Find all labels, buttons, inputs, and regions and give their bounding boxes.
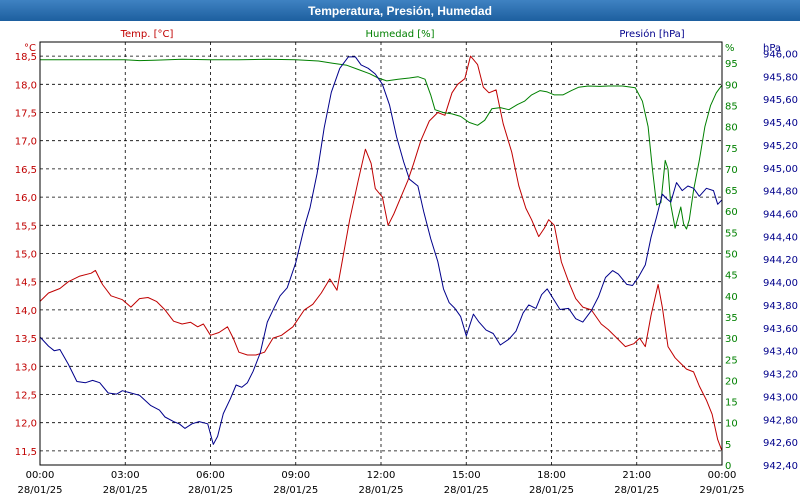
pressure-tick-label: 943,40 bbox=[763, 347, 798, 358]
series-lines bbox=[39, 55, 723, 452]
x-tick-label-time: 03:00 bbox=[111, 470, 140, 481]
humidity-tick-label: 95 bbox=[725, 59, 738, 70]
x-tick-label-date: 28/01/25 bbox=[359, 485, 404, 496]
x-tick-label-time: 09:00 bbox=[281, 470, 310, 481]
humidity-tick-label: 10 bbox=[725, 419, 738, 430]
humidity-tick-label: 75 bbox=[725, 144, 738, 155]
x-tick-label-date: 28/01/25 bbox=[444, 485, 489, 496]
pressure-tick-label: 942,40 bbox=[763, 461, 798, 472]
temperature-tick-label: 12,0 bbox=[15, 419, 37, 430]
humidity-tick-label: 50 bbox=[725, 250, 738, 261]
temperature-tick-label: 13,5 bbox=[15, 334, 37, 345]
pressure-tick-label: 945,00 bbox=[763, 164, 798, 175]
temperature-axis-title: Temp. [°C] bbox=[120, 29, 174, 40]
temperature-tick-label: 15,0 bbox=[15, 250, 37, 261]
x-tick-label-date: 29/01/25 bbox=[700, 485, 745, 496]
chart-title: Temperatura, Presión, Humedad bbox=[0, 0, 800, 21]
pressure-tick-label: 946,00 bbox=[763, 49, 798, 60]
pressure-tick-label: 942,80 bbox=[763, 415, 798, 426]
humidity-tick-label: 30 bbox=[725, 334, 738, 345]
temperature-line bbox=[39, 55, 723, 452]
pressure-tick-label: 944,40 bbox=[763, 232, 798, 243]
temperature-tick-label: 14,0 bbox=[15, 306, 37, 317]
humidity-tick-label: 35 bbox=[725, 313, 738, 324]
pressure-axis-title: Presión [hPa] bbox=[619, 28, 684, 40]
pressure-tick-label: 943,60 bbox=[763, 324, 798, 335]
axis-labels: 00:00 28/01/25 03:00 28/01/25 06:00 28/01/25 0… bbox=[15, 49, 798, 496]
humidity-tick-label: 15 bbox=[725, 398, 738, 409]
x-tick-label-time: 12:00 bbox=[367, 470, 396, 481]
humidity-tick-label: 65 bbox=[725, 186, 738, 197]
humidity-tick-label: 20 bbox=[725, 376, 738, 387]
plot-area-border bbox=[39, 41, 723, 466]
x-tick-label-time: 21:00 bbox=[622, 470, 651, 481]
pressure-tick-label: 945,20 bbox=[763, 141, 798, 152]
x-tick-label-date: 28/01/25 bbox=[18, 485, 63, 496]
pressure-tick-label: 945,80 bbox=[763, 72, 798, 83]
humidity-tick-label: 40 bbox=[725, 292, 738, 303]
pressure-tick-label: 943,20 bbox=[763, 370, 798, 381]
humidity-tick-label: 80 bbox=[725, 123, 738, 134]
temperature-tick-label: 16,0 bbox=[15, 193, 37, 204]
pressure-tick-label: 944,00 bbox=[763, 278, 798, 289]
pressure-tick-label: 945,60 bbox=[763, 95, 798, 106]
pressure-tick-label: 943,80 bbox=[763, 301, 798, 312]
pressure-tick-label: 942,60 bbox=[763, 438, 798, 449]
temperature-axis-unit: °C bbox=[24, 43, 36, 54]
temperature-tick-label: 18,5 bbox=[15, 52, 37, 63]
humidity-tick-label: 0 bbox=[725, 461, 731, 472]
temperature-tick-label: 13,0 bbox=[15, 362, 37, 373]
pressure-tick-label: 944,80 bbox=[763, 187, 798, 198]
temperature-tick-label: 17,0 bbox=[15, 137, 37, 148]
x-tick-label-date: 28/01/25 bbox=[103, 485, 148, 496]
x-tick-label-time: 15:00 bbox=[452, 470, 481, 481]
pressure-line bbox=[39, 56, 723, 445]
humidity-tick-label: 25 bbox=[725, 355, 738, 366]
temperature-tick-label: 16,5 bbox=[15, 165, 37, 176]
x-tick-label-time: 00:00 bbox=[26, 470, 55, 481]
x-tick-label-time: 00:00 bbox=[708, 470, 737, 481]
humidity-tick-label: 85 bbox=[725, 101, 738, 112]
humidity-tick-label: 45 bbox=[725, 271, 738, 282]
temperature-tick-label: 17,5 bbox=[15, 109, 37, 120]
humidity-tick-label: 5 bbox=[725, 440, 731, 451]
pressure-axis-unit: hPa bbox=[763, 43, 781, 54]
humidity-tick-label: 60 bbox=[725, 207, 738, 218]
temperature-tick-label: 11,5 bbox=[15, 447, 37, 458]
humidity-tick-label: 90 bbox=[725, 80, 738, 91]
humidity-tick-label: 70 bbox=[725, 165, 738, 176]
pressure-tick-label: 945,40 bbox=[763, 118, 798, 129]
temperature-tick-label: 14,5 bbox=[15, 278, 37, 289]
temperature-tick-label: 15,5 bbox=[15, 221, 37, 232]
humidity-axis-unit: % bbox=[725, 43, 735, 54]
x-tick-label-time: 18:00 bbox=[537, 470, 566, 481]
grid-lines bbox=[40, 42, 722, 465]
x-tick-label-date: 28/01/25 bbox=[614, 485, 659, 496]
x-tick-label-date: 28/01/25 bbox=[529, 485, 574, 496]
x-tick-label-date: 28/01/25 bbox=[188, 485, 233, 496]
temperature-tick-label: 18,0 bbox=[15, 80, 37, 91]
x-tick-label-time: 06:00 bbox=[196, 470, 225, 481]
humidity-tick-label: 55 bbox=[725, 228, 738, 239]
x-tick-label-date: 28/01/25 bbox=[273, 485, 318, 496]
temperature-tick-label: 12,5 bbox=[15, 391, 37, 402]
pressure-tick-label: 944,20 bbox=[763, 255, 798, 266]
weather-chart: 00:00 28/01/25 03:00 28/01/25 06:00 28/01/25 0… bbox=[15, 28, 798, 496]
pressure-tick-label: 944,60 bbox=[763, 209, 798, 220]
humidity-axis-title: Humedad [%] bbox=[365, 29, 434, 40]
pressure-tick-label: 943,00 bbox=[763, 392, 798, 403]
